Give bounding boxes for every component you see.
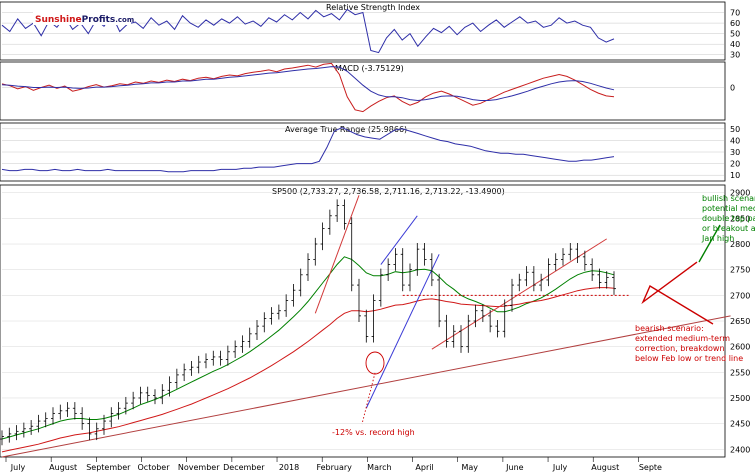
tick-label-60: 60 — [730, 19, 740, 28]
price-tick-label-2800: 2800 — [730, 240, 750, 249]
x-tick-label-april: April — [415, 463, 433, 472]
x-tick-label-june: June — [505, 463, 524, 472]
x-tick-label-july: July — [10, 463, 26, 472]
series-signal-line — [1, 66, 615, 102]
bear-line-2: extended medium-term — [635, 334, 730, 343]
x-tick-label-september: September — [86, 463, 131, 472]
price-tick-label-2900: 2900 — [730, 189, 750, 198]
x-tick-label-may: May — [461, 463, 478, 472]
pct-note: -12% vs. record high — [332, 428, 415, 437]
bull-line-2: potential medium-term — [702, 204, 755, 213]
bull-line-5: Jan high — [701, 234, 734, 243]
x-tick-label-septe: Septe — [639, 463, 662, 472]
svg-text:SunshineProfits.com: SunshineProfits.com — [35, 15, 134, 25]
tick-label-40: 40 — [730, 136, 740, 145]
declining-red-line — [314, 195, 360, 314]
x-tick-label-november: November — [178, 463, 220, 472]
price-tick-label-2600: 2600 — [730, 343, 750, 352]
bear-line-4: below Feb low or trend line — [635, 354, 743, 363]
bull-line-3: double top pattern — [702, 214, 755, 223]
bull-line-4: or breakout above — [702, 224, 755, 233]
tick-label-40: 40 — [730, 40, 740, 49]
x-tick-label-march: March — [367, 463, 391, 472]
tick-label-20: 20 — [730, 160, 740, 169]
bear-arrow — [641, 261, 714, 325]
tick-label-10: 10 — [730, 171, 740, 180]
bear-line-1: bearish scenario: — [635, 324, 704, 333]
bull-arrow — [698, 224, 721, 263]
tick-label-70: 70 — [730, 9, 740, 18]
x-tick-label-december: December — [223, 463, 265, 472]
x-tick-label-october: October — [138, 463, 171, 472]
bear-line-3: correction, breakdown — [635, 344, 725, 353]
upward-channel-upper — [380, 215, 418, 265]
tick-label-50: 50 — [730, 125, 740, 134]
price-title: SP500 (2,733.27, 2,736.58, 2,711.16, 2,7… — [272, 187, 505, 196]
price-tick-label-2700: 2700 — [730, 291, 750, 300]
price-tick-label-2400: 2400 — [730, 445, 750, 454]
bull-line-1: bullish scenario: — [702, 194, 755, 203]
x-tick-label-february: February — [316, 463, 352, 472]
rsi-title: Relative Strength Index — [326, 3, 420, 12]
upward-channel-lower — [365, 254, 440, 409]
price-panel: SP500 (2,733.27, 2,736.58, 2,711.16, 2,7… — [0, 184, 755, 458]
macd-panel: MACD (-3.75129) 0 — [0, 61, 735, 121]
long-term-rising-trend-line — [1, 315, 731, 458]
tick-label-50: 50 — [730, 30, 740, 39]
x-tick-label-july: July — [552, 463, 568, 472]
price-tick-label-2550: 2550 — [730, 368, 750, 377]
series-rsi-line — [1, 8, 615, 54]
price-tick-label-2850: 2850 — [730, 214, 750, 223]
tick-label-30: 30 — [730, 148, 740, 157]
macd-title: MACD (-3.75129) — [335, 64, 404, 73]
series-atr-line — [1, 127, 615, 173]
price-tick-label-2450: 2450 — [730, 420, 750, 429]
x-axis: July August September October November Decemb… — [5, 457, 662, 472]
price-tick-label-2650: 2650 — [730, 317, 750, 326]
x-tick-label-august: August — [49, 463, 77, 472]
price-tick-label-2500: 2500 — [730, 394, 750, 403]
tick-label-0: 0 — [730, 84, 735, 93]
x-tick-label-august: August — [591, 463, 619, 472]
price-tick-label-2750: 2750 — [730, 266, 750, 275]
sunshine-profits-logo: SunshineProfits.com — [33, 12, 134, 25]
tick-label-30: 30 — [730, 51, 740, 60]
x-tick-label-2018: 2018 — [279, 463, 299, 472]
